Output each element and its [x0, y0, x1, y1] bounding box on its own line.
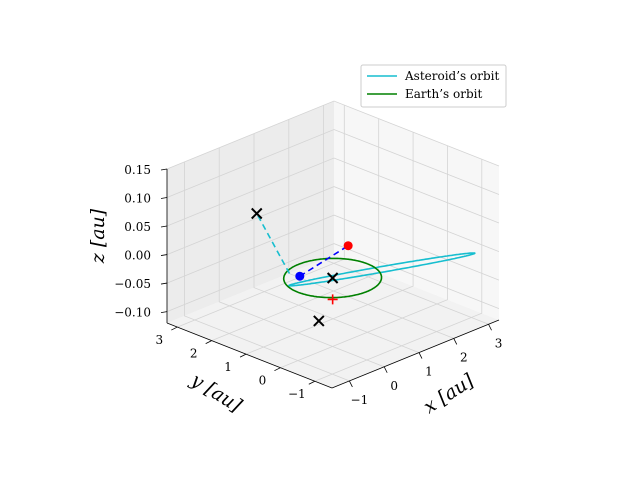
- z-tick-label: 0.05: [124, 220, 151, 234]
- grid-y: [280, 145, 448, 369]
- z-tick-label: 0.15: [124, 163, 151, 177]
- floor-pane: [167, 255, 499, 388]
- x-tick: [453, 338, 458, 345]
- legend-frame: [360, 64, 507, 108]
- y-tick: [274, 367, 281, 372]
- x-tick-label: 0: [390, 379, 398, 393]
- side-pane: [334, 101, 499, 320]
- x-tick: [418, 352, 423, 359]
- legend-earth-label: Earth’s orbit: [405, 87, 482, 101]
- cross-lower: [313, 315, 325, 327]
- y-axis-line: [166, 322, 333, 389]
- grid-z: [166, 186, 500, 255]
- z-tick: [160, 197, 168, 199]
- z-tick-label: 0.10: [124, 192, 151, 206]
- axis-lines: [166, 169, 500, 389]
- blue-point: [295, 271, 305, 281]
- tick-marks: −1 0 1 2 3 −1 0 1 2 3 −0.10 −0.05 0.00 0.05 0.10 0.15: [114, 163, 502, 407]
- legend-asteroid-label: Asteroid’s orbit: [404, 69, 499, 83]
- grid-x: [183, 161, 350, 382]
- y-tick-label: −1: [288, 387, 306, 401]
- red-plus: [327, 294, 338, 305]
- z-tick: [160, 282, 168, 285]
- x-tick-label: 3: [495, 336, 503, 350]
- z-tick: [160, 168, 168, 171]
- z-tick: [160, 225, 168, 228]
- x-tick: [349, 380, 353, 388]
- z-tick-label: −0.10: [114, 306, 151, 320]
- plot-data: [251, 207, 476, 327]
- x-axis-line: [331, 319, 500, 389]
- grid-y: [314, 159, 483, 382]
- y-tick-label: 2: [190, 347, 198, 361]
- grid-x: [218, 147, 385, 368]
- y-tick-label: 0: [259, 374, 267, 388]
- z-tick-label: −0.05: [114, 277, 151, 291]
- x-tick: [383, 366, 388, 373]
- y-tick: [205, 340, 212, 344]
- legend: Asteroid’s orbit Earth’s orbit: [360, 64, 507, 108]
- y-tick-label: 1: [224, 360, 232, 374]
- red-point: [343, 241, 353, 251]
- y-axis-label: y [au]: [186, 368, 246, 417]
- grid-z: [166, 157, 500, 227]
- grid-z: [166, 243, 500, 312]
- cross-middle: [326, 272, 339, 284]
- z-axis-label: z [au]: [87, 208, 109, 264]
- grid-z: [166, 100, 500, 170]
- grid-z: [166, 129, 500, 198]
- axis-panes: [167, 101, 499, 388]
- z-tick-label: 0.00: [124, 249, 151, 263]
- y-tick: [239, 353, 247, 358]
- asteroid-line-of-sight: [256, 213, 291, 274]
- x-tick-label: −1: [351, 393, 369, 407]
- y-tick: [171, 326, 178, 331]
- x-tick: [488, 324, 492, 331]
- grid-x: [253, 133, 420, 353]
- y-tick-label: 3: [155, 333, 163, 347]
- y-tick: [308, 380, 315, 385]
- z-tick: [160, 254, 168, 256]
- earth-orbit-line: [282, 257, 383, 299]
- x-tick-label: 2: [460, 350, 468, 364]
- grid-y: [245, 132, 414, 355]
- cross-upper: [251, 207, 263, 220]
- z-tick: [160, 311, 168, 313]
- grid-z: [166, 214, 500, 284]
- x-tick-label: 1: [425, 365, 433, 379]
